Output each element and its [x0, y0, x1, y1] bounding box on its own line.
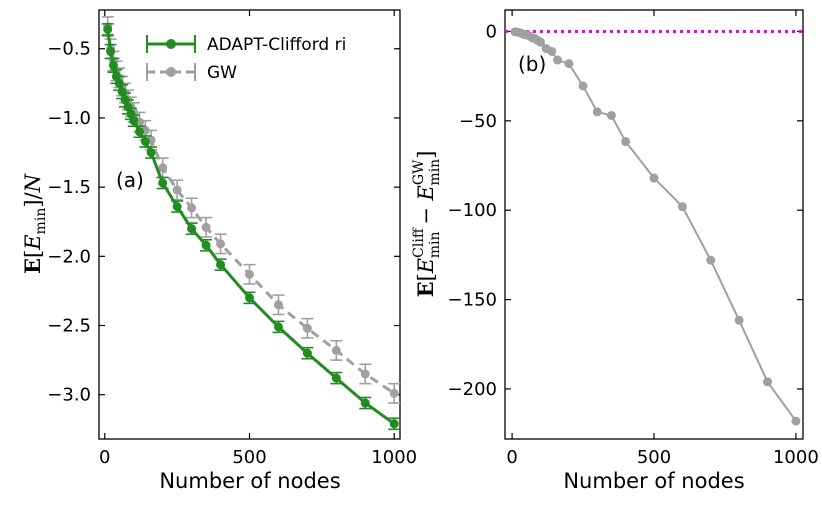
data-point [302, 348, 312, 358]
data-point [360, 369, 370, 379]
data-point [216, 260, 226, 270]
data-point [172, 202, 182, 212]
data-point [389, 419, 399, 429]
data-point [129, 116, 139, 126]
data-point [535, 37, 545, 47]
data-point [216, 239, 226, 249]
y-tick-label: −0.5 [47, 39, 91, 60]
panel-b-ylabel-text: E[ECliffmin − EGWmin] [411, 151, 443, 298]
panel-a-ylabel: E[Emin]/N [20, 173, 49, 274]
y-tick-label: −50 [459, 111, 497, 132]
panel-b-frame [504, 9, 804, 440]
panel-b: (b) Number of nodes E[ECliffmin − EGWmin… [411, 9, 819, 493]
data-point [331, 373, 341, 383]
x-tick-label: 500 [232, 447, 266, 468]
data-point [360, 398, 370, 408]
series-adapt-clifford-ri [101, 23, 401, 431]
y-tick-label: −100 [448, 200, 497, 221]
data-point [117, 87, 127, 97]
data-point [592, 107, 602, 117]
data-point [791, 416, 801, 426]
data-point [114, 78, 124, 88]
data-point [135, 127, 145, 137]
legend-marker-adapt [166, 39, 176, 49]
data-point [331, 345, 341, 355]
data-point [273, 300, 283, 310]
panel-b-ylabel: E[ECliffmin − EGWmin] [411, 151, 443, 298]
x-tick-label: 1000 [773, 447, 819, 468]
data-point [302, 323, 312, 333]
y-tick-label: 0 [486, 21, 497, 42]
data-point [187, 224, 197, 234]
data-point [273, 322, 283, 332]
data-point [245, 269, 254, 279]
data-point [621, 137, 631, 147]
data-point [187, 203, 197, 213]
data-point [578, 81, 588, 91]
data-point [763, 377, 773, 387]
data-point [120, 95, 130, 105]
data-point [126, 109, 136, 119]
legend-label-adapt: ADAPT-Clifford ri [207, 35, 346, 55]
data-point [146, 148, 156, 158]
y-tick-label: −2.0 [47, 246, 91, 267]
panel-a-plot: 0 500 1000 −0.5 −1.0 −1.5 −2.0 −2.5 −3.0 [47, 10, 417, 468]
data-point [172, 185, 182, 195]
data-point [106, 47, 116, 57]
panel-b-label: (b) [518, 52, 546, 76]
panel-a-label: (a) [116, 168, 144, 192]
y-tick-label: −2.5 [47, 316, 91, 337]
data-point [734, 315, 744, 325]
data-point [649, 173, 659, 183]
data-point [706, 255, 716, 265]
data-point [245, 293, 254, 303]
data-point [201, 240, 211, 250]
series-line [106, 29, 396, 426]
legend: ADAPT-Clifford ri GW [146, 35, 346, 83]
panel-b-plot: 0 500 1000 0 −50 −100 −150 −200 [448, 10, 819, 468]
x-tick-label: 1000 [371, 447, 417, 468]
legend-marker-gw [166, 67, 176, 77]
x-tick-label: 500 [637, 447, 671, 468]
panel-b-xlabel: Number of nodes [563, 469, 744, 493]
data-point [547, 46, 557, 56]
data-point [606, 110, 616, 120]
data-point [123, 102, 133, 112]
y-tick-label: −3.0 [47, 385, 91, 406]
data-point [677, 202, 687, 212]
data-point [158, 178, 168, 188]
series-line [514, 30, 797, 422]
data-point [111, 71, 121, 81]
data-point [108, 60, 118, 70]
panel-a: (a) Number of nodes E[Emin]/N ADAPT-Clif… [20, 9, 417, 493]
data-point [201, 222, 211, 232]
data-point [564, 59, 574, 69]
series-line [106, 26, 396, 395]
x-tick-label: 0 [99, 447, 110, 468]
panel-a-frame [98, 9, 401, 440]
x-tick-label: 0 [506, 447, 517, 468]
data-point [103, 24, 113, 34]
y-tick-label: −150 [448, 290, 497, 311]
y-tick-label: −200 [448, 379, 497, 400]
panel-a-ylabel-text: E[Emin]/N [20, 173, 49, 274]
data-point [553, 55, 563, 65]
series-difference [510, 27, 801, 426]
data-point [140, 136, 150, 146]
data-point [158, 163, 168, 173]
legend-label-gw: GW [207, 63, 237, 83]
y-tick-label: −1.5 [47, 177, 91, 198]
data-point [389, 388, 399, 398]
y-tick-label: −1.0 [47, 108, 91, 129]
panel-a-xlabel: Number of nodes [159, 469, 340, 493]
